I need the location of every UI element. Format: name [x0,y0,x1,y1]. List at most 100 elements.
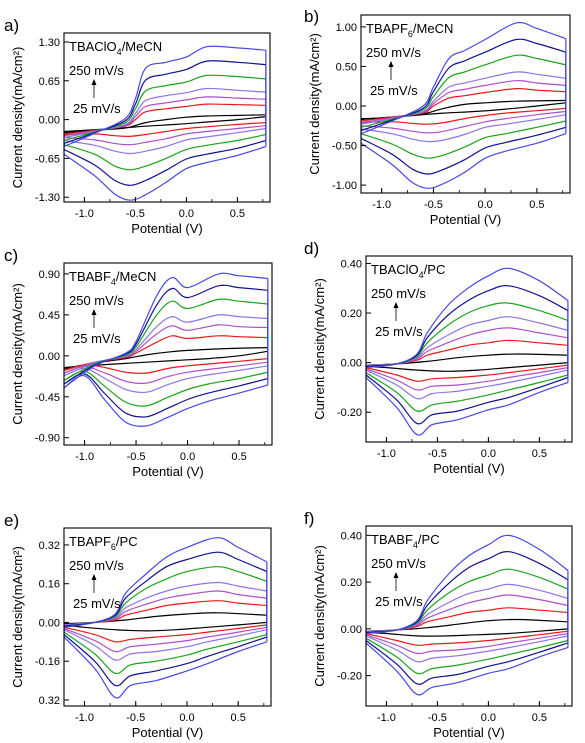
cv-curve-cathodic [64,370,269,407]
cv-curve-anodic [64,60,266,145]
cv-curve-cathodic [366,640,569,685]
y-tick-label: 0.32 [39,540,60,552]
x-axis-title: Potential (V) [132,725,204,740]
cv-curve-cathodic [366,628,568,637]
cv-curves [361,21,567,189]
panel-letter: a) [4,16,19,35]
cv-curve-cathodic [366,369,569,400]
cv-curve-cathodic [64,361,268,384]
y-tick-label: 0.00 [39,115,60,127]
chart-panel-a: -1.0 -0.5 0.0 0.5 1.30 0.65 0.00 -0.65 -1.30 Pote… [4,16,271,236]
y-axis-title: Current density(mA/cm²) [312,545,327,687]
x-axis-title: Potential (V) [433,461,505,476]
rate-high-label: 250 mV/s [69,558,124,573]
cv-curve-cathodic [64,125,266,146]
x-tick-label: -0.5 [126,208,145,220]
cv-curves [64,272,269,427]
cv-curve-cathodic [64,629,268,661]
cv-curve-anodic [366,267,569,369]
y-tick-label: 0.16 [39,579,60,591]
electrolyte-label: TBAPF6/PC [69,534,138,552]
plot-frame [365,525,573,707]
x-tick-label: -0.5 [428,448,447,460]
y-tick-label: -0.20 [337,671,362,683]
cv-curve-cathodic [366,367,569,391]
y-tick-label: -0.65 [35,153,60,165]
cv-curve-cathodic [361,126,567,175]
y-tick-label: 0.00 [336,101,357,113]
cv-curve-cathodic [64,145,267,201]
y-tick-label: -1.00 [332,180,357,192]
rate-low-label: 25 mV/s [73,596,121,611]
y-tick-label: 0.00 [341,358,362,370]
y-tick-label: 0.50 [336,61,357,73]
chart-panel-e: -1.0 -0.5 0.0 0.5 0.32 0.16 0.00 -0.16 0.32 Poten… [4,511,272,740]
panel-letter: b) [304,7,319,26]
cv-curve-cathodic [366,632,569,655]
electrolyte-label: TBABF4/PC [371,532,440,550]
cv-curve-anodic [64,272,268,389]
cv-curve-cathodic [366,374,569,425]
cv-curve-cathodic [361,133,567,189]
cv-curve-cathodic [64,373,269,418]
rate-high-label: 250 mV/s [371,286,426,301]
x-tick-label: -1.0 [75,712,94,724]
cv-curve-cathodic [366,364,568,382]
x-tick-label: 0.5 [231,712,246,724]
x-tick-label: 0.0 [179,208,194,220]
x-axis-title: Potential (V) [430,212,502,227]
x-tick-label: -1.0 [377,712,396,724]
rate-high-label: 250 mV/s [371,556,426,571]
y-tick-label: -0.16 [35,656,60,668]
rate-high-label: 250 mV/s [366,45,421,60]
y-tick-label: -1.30 [35,192,60,204]
y-tick-label: 0.40 [341,530,362,542]
cv-curve-anodic [361,21,567,135]
y-axis-title: Current density(mA/cm²) [10,47,25,189]
cv-curve-cathodic [361,107,566,125]
rate-low-label: 25 mV/s [370,83,418,98]
plot-frame [63,262,273,446]
plot-frame [365,255,573,443]
rate-low-label: 25 mV/s [375,324,423,339]
chart-panel-b: -1.0 -0.5 0.0 0.5 1.00 0.50 0.00 -0.50 -1.00 Pote… [304,7,571,227]
panel-letter: e) [4,511,19,530]
y-tick-label: 1.00 [336,22,357,34]
cv-curve-cathodic [64,634,268,687]
rate-arrow-head [91,79,97,85]
y-tick-label: 0.32 [39,695,60,707]
chart-panel-c: -1.0 -0.5 0.0 0.5 0.90 0.45 0.00 -0.45 -0.90 Pote… [4,246,273,479]
rate-low-label: 25 mV/s [73,101,121,116]
cv-curve-cathodic [361,120,567,159]
x-tick-label: -0.5 [424,199,443,211]
plot-frame [63,527,272,707]
electrolyte-label: TBAClO4/PC [371,262,445,280]
cv-curve-cathodic [64,116,266,133]
x-tick-label: 0.0 [179,712,194,724]
cv-curve-anodic [64,537,268,628]
cv-curve-cathodic [64,127,266,155]
y-tick-label: 0.45 [39,310,60,322]
x-tick-label: 0.0 [180,451,195,463]
y-axis-title: Current density(mA/cm²) [307,33,322,175]
y-tick-label: 0.65 [39,76,60,88]
x-tick-label: 0.0 [478,199,493,211]
rate-arrow-head [393,302,399,308]
x-tick-label: -1.0 [75,451,94,463]
panel-letter: f) [304,509,314,528]
y-axis-title: Current density(mA/cm²) [10,283,25,425]
y-tick-label: 0.00 [341,624,362,636]
chart-panel-f: -1.0 -0.5 0.0 0.5 0.40 0.20 0.00 -0.20 Potential… [304,509,573,740]
cv-curve-cathodic [64,139,267,186]
cv-curve-anodic [366,534,569,635]
y-tick-label: -0.20 [337,407,362,419]
cv-curve-cathodic [361,114,566,143]
cv-curve-cathodic [64,621,267,632]
rate-arrow-head [91,574,97,580]
cv-curve-cathodic [64,375,269,427]
plot-frame [360,14,571,194]
x-tick-label: 0.5 [231,451,246,463]
cv-curve-anodic [64,45,266,148]
x-tick-label: 0.5 [532,448,547,460]
y-tick-label: 0.20 [341,308,362,320]
